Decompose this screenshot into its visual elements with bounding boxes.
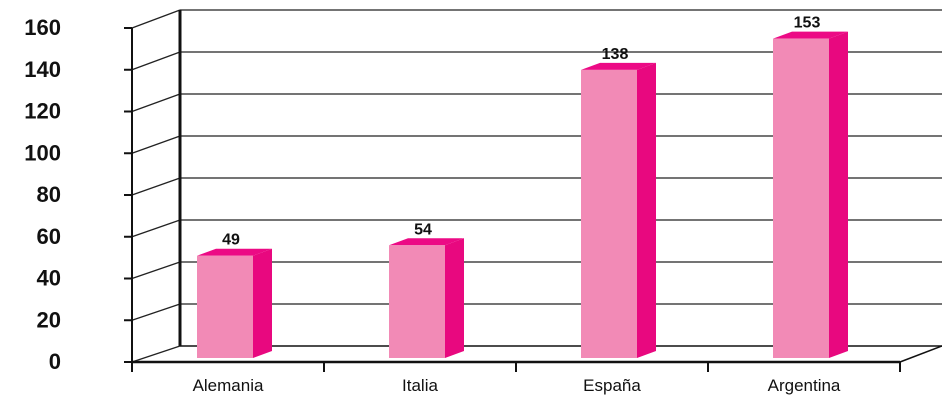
grid-diagonal <box>131 51 181 71</box>
y-tick-label: 140 <box>24 57 61 82</box>
grid-diagonal <box>131 135 181 154</box>
y-tick-label: 100 <box>24 140 61 165</box>
y-tick-label: 60 <box>37 224 61 249</box>
y-tick-label: 20 <box>37 307 61 332</box>
bar-top <box>773 31 848 39</box>
grid-diagonal <box>131 303 181 321</box>
bar-top <box>197 248 272 256</box>
grid-diagonal <box>131 93 181 113</box>
bar-data-label: 153 <box>794 15 821 32</box>
grid-diagonal <box>131 345 181 363</box>
floor-right-edge <box>899 345 942 363</box>
bar-data-label: 138 <box>602 46 629 63</box>
bar-side <box>253 248 272 358</box>
y-tick-label: 160 <box>24 15 61 40</box>
bar <box>197 255 253 358</box>
x-tick-label: España <box>583 376 641 395</box>
x-tick-label: Argentina <box>768 376 841 395</box>
chart-bars <box>197 31 848 359</box>
bar <box>389 245 445 358</box>
x-tick-label: Italia <box>402 376 438 395</box>
bar-side <box>637 62 656 359</box>
bar-data-label: 49 <box>222 232 240 249</box>
y-tick-label: 40 <box>37 266 61 291</box>
grid-diagonal <box>131 9 181 29</box>
bar-side <box>445 238 464 358</box>
bar-data-label: 54 <box>414 221 432 238</box>
bar <box>581 69 637 359</box>
y-tick-label: 80 <box>37 182 61 207</box>
grid-diagonal <box>131 219 181 238</box>
bar-top <box>389 238 464 246</box>
bar <box>773 38 829 359</box>
bar-side <box>829 31 848 359</box>
x-tick-label: Alemania <box>193 376 264 395</box>
y-tick-label: 0 <box>49 349 61 374</box>
bar-data-labels: 49 54 138 153 <box>222 15 820 249</box>
chart-axes <box>124 10 942 372</box>
x-axis-tick-labels: Alemania Italia España Argentina <box>193 376 841 395</box>
bar-top <box>581 62 656 70</box>
grid-diagonal <box>131 177 181 196</box>
y-tick-label: 120 <box>24 99 61 124</box>
y-axis-tick-labels: 0 20 40 60 80 100 120 140 160 <box>24 15 61 374</box>
grid-diagonal <box>131 261 181 280</box>
